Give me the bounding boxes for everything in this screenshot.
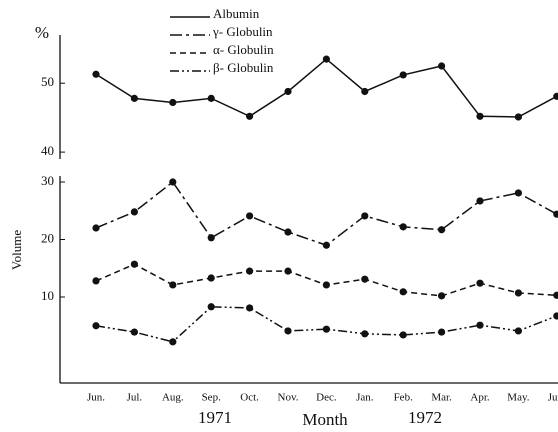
point [92,224,100,232]
point [284,87,292,96]
point [322,55,330,63]
point [476,112,484,120]
point [92,70,100,78]
legend-label: Albumin [213,6,260,21]
point [284,327,292,335]
x-tick-label: Sep. [202,392,222,404]
point [246,212,254,220]
point [322,241,330,249]
point [207,303,215,311]
point [399,71,407,79]
y-tick-label: 40 [41,143,54,158]
point [207,274,215,282]
series-line [95,263,557,297]
point [130,260,138,268]
point [361,212,369,220]
x-tick-label: Jun. [548,392,558,404]
series-line [95,306,558,343]
point [130,208,138,216]
point [246,267,254,275]
point [514,289,523,297]
point [514,189,523,197]
point [553,312,558,320]
point [399,288,407,296]
x-tick-label: Dec. [316,392,337,404]
point [553,291,558,299]
legend-label: β- Globulin [213,60,274,75]
lower-y-label: Volume [9,230,24,270]
point [514,327,523,335]
series-line [95,58,558,118]
x-tick-label: Jan. [356,392,374,404]
x-tick-label: Oct. [240,392,259,404]
x-tick-label: Jun. [87,392,105,404]
point [438,328,446,336]
point [361,87,369,96]
point [322,325,330,333]
y-tick-label: 10 [41,288,54,303]
point [284,267,292,275]
legend-label: α- Globulin [213,42,274,57]
point [438,62,446,70]
upper-y-label: % [35,23,49,42]
point [476,321,484,329]
point [284,228,292,236]
x-tick-label: Apr. [470,392,490,404]
series-line [95,180,558,247]
point [246,304,254,312]
point [246,112,254,120]
point [169,338,177,346]
point [92,322,100,330]
point [207,234,215,242]
year-label: 1971 [198,408,232,427]
point [169,281,177,289]
point [130,328,138,336]
point [553,210,558,218]
point [399,223,407,231]
legend-label: γ- Globulin [212,24,273,39]
x-tick-label: Feb. [394,392,414,404]
x-tick-label: Aug. [162,392,184,404]
x-label: Month [302,410,348,429]
point [361,275,369,283]
point [169,98,177,107]
point [514,113,523,121]
y-tick-label: 20 [41,230,54,245]
point [438,292,446,300]
x-tick-label: Jul. [127,392,143,404]
point [322,281,330,289]
year-label: 1972 [408,408,442,427]
point [207,94,215,102]
point [553,92,558,100]
point [92,277,100,285]
x-tick-label: May. [507,392,529,404]
point [130,94,138,102]
point [399,331,407,339]
point [476,197,484,205]
point [169,178,177,186]
x-tick-label: Mar. [431,392,452,404]
point [361,330,369,338]
y-tick-label: 30 [41,173,54,188]
y-tick-label: 50 [41,74,54,89]
x-tick-label: Nov. [278,392,299,404]
point [476,279,484,287]
point [438,226,446,234]
